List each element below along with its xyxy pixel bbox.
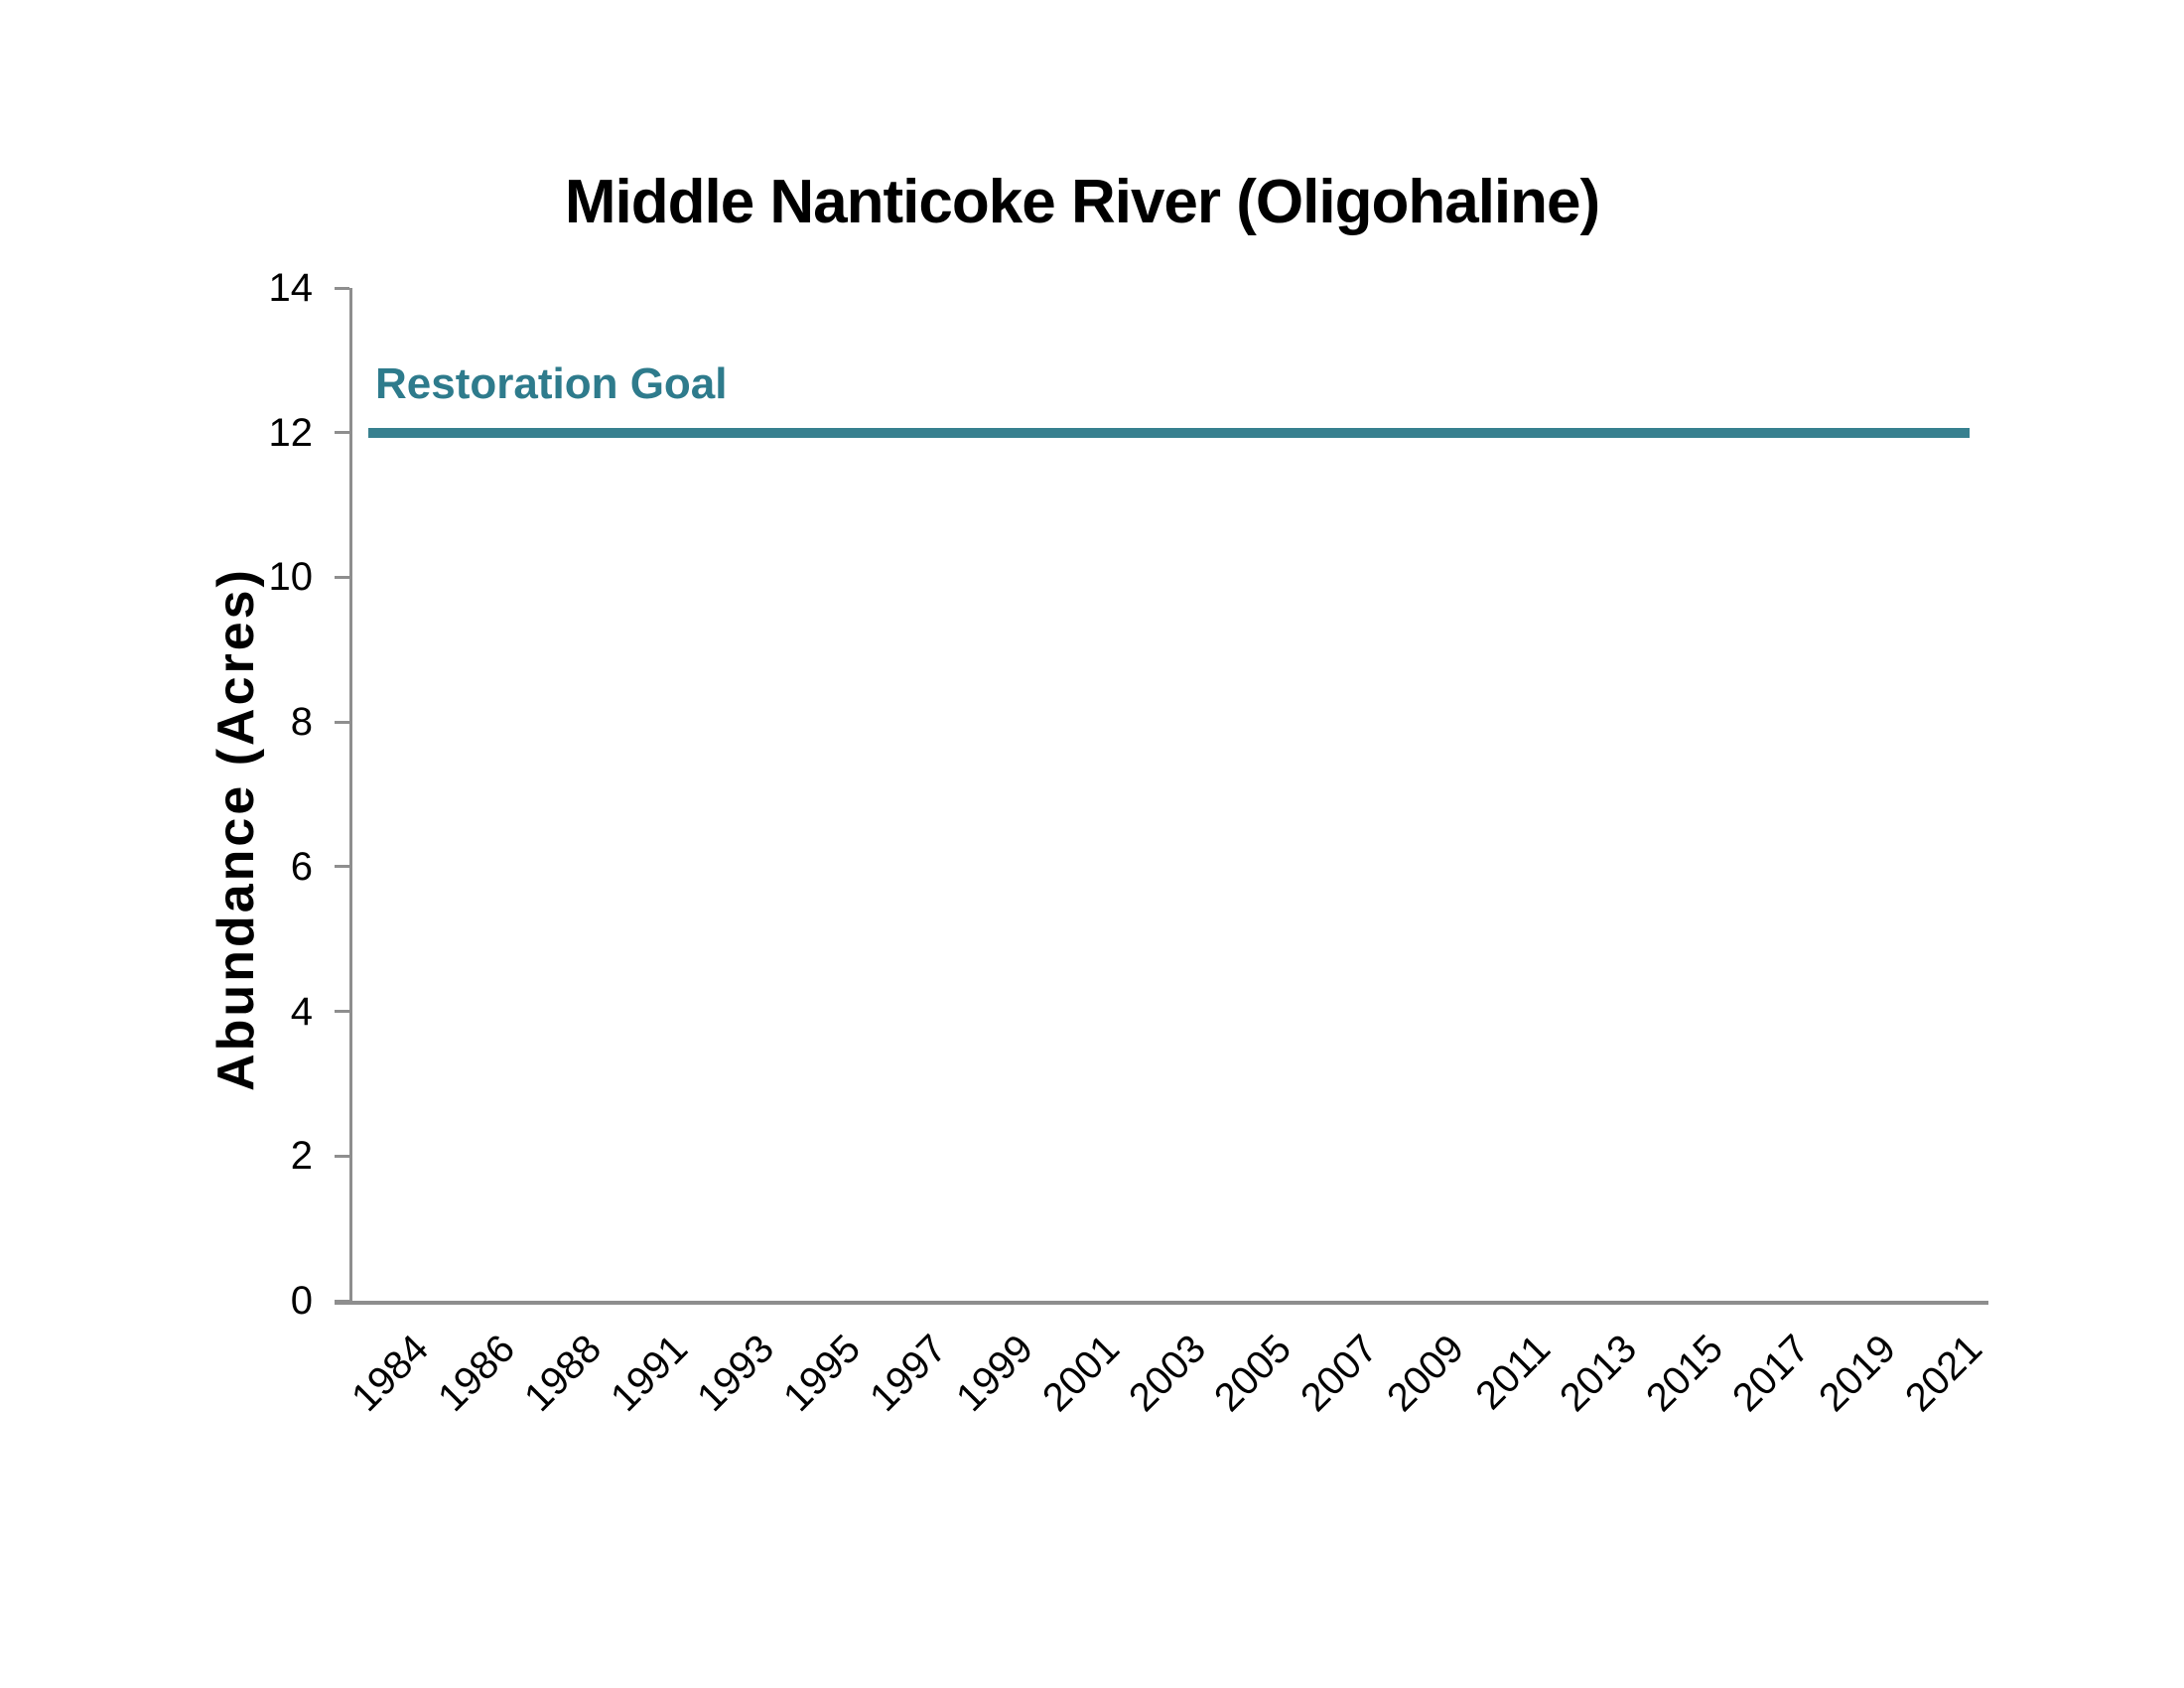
x-tick-label: 1995 bbox=[775, 1327, 870, 1421]
x-tick-label: 2011 bbox=[1467, 1327, 1560, 1418]
x-tick-label: 2009 bbox=[1379, 1327, 1473, 1421]
x-tick-label: 1999 bbox=[947, 1327, 1041, 1421]
y-tick bbox=[335, 865, 349, 869]
x-tick-label: 2015 bbox=[1637, 1327, 1731, 1421]
x-tick-label: 2013 bbox=[1552, 1327, 1646, 1421]
x-axis-line bbox=[335, 1301, 1988, 1305]
y-tick bbox=[335, 1299, 349, 1303]
y-tick-label: 10 bbox=[268, 555, 314, 600]
y-tick-label: 6 bbox=[290, 844, 313, 889]
x-tick-label: 1997 bbox=[861, 1327, 955, 1421]
x-tick-label: 1984 bbox=[343, 1327, 438, 1421]
x-tick-label: 1986 bbox=[430, 1327, 524, 1421]
y-tick-label: 8 bbox=[290, 700, 313, 745]
x-tick-label: 2001 bbox=[1033, 1327, 1128, 1421]
y-tick bbox=[335, 1010, 349, 1014]
x-tick-label: 2003 bbox=[1120, 1327, 1214, 1421]
y-tick-label: 14 bbox=[268, 266, 314, 310]
y-tick-label: 0 bbox=[290, 1279, 313, 1323]
plot-area bbox=[349, 288, 1988, 1301]
x-tick-label: 2017 bbox=[1723, 1327, 1818, 1421]
y-tick-label: 12 bbox=[268, 410, 314, 455]
x-tick-label: 2007 bbox=[1293, 1327, 1387, 1421]
x-tick-label: 1988 bbox=[516, 1327, 611, 1421]
y-tick bbox=[335, 286, 349, 290]
y-tick bbox=[335, 575, 349, 579]
x-tick-label: 1991 bbox=[603, 1327, 697, 1421]
chart-title: Middle Nanticoke River (Oligohaline) bbox=[564, 168, 1600, 236]
x-tick-label: 2019 bbox=[1810, 1327, 1904, 1421]
y-tick-label: 4 bbox=[290, 989, 313, 1034]
y-tick bbox=[335, 1154, 349, 1158]
restoration-goal-line bbox=[368, 427, 1970, 438]
y-tick bbox=[335, 431, 349, 435]
y-tick-label: 2 bbox=[290, 1134, 313, 1179]
x-tick-label: 1993 bbox=[689, 1327, 783, 1421]
x-tick-label: 2021 bbox=[1896, 1327, 1990, 1421]
y-tick bbox=[335, 720, 349, 724]
restoration-goal-label: Restoration Goal bbox=[375, 359, 728, 408]
x-tick-label: 2005 bbox=[1206, 1327, 1300, 1421]
y-axis-line bbox=[349, 288, 352, 1304]
